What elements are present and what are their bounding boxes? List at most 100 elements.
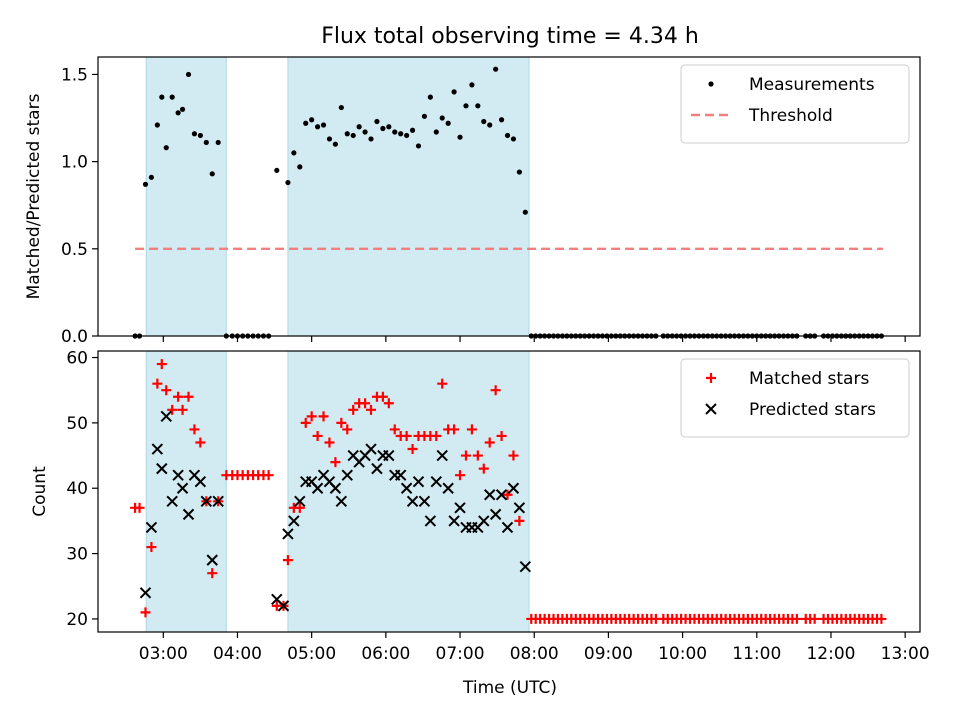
data-point (514, 515, 525, 526)
data-point (176, 482, 189, 494)
data-point (348, 404, 359, 415)
data-point (522, 209, 528, 215)
x-tick-label: 05:00 (287, 644, 336, 664)
y-tick-label: 30 (66, 545, 88, 565)
observing-window-2 (287, 56, 530, 337)
data-point (282, 555, 293, 566)
data-point (365, 443, 377, 455)
data-point (383, 449, 395, 462)
data-point (167, 404, 178, 415)
legend-swatch (706, 373, 716, 383)
legend: Matched stars Predicted stars (680, 358, 910, 438)
data-point (151, 443, 164, 455)
data-point (172, 469, 184, 481)
data-point (291, 150, 297, 156)
data-point (179, 106, 186, 112)
legend-label: Measurements (749, 75, 875, 95)
data-point (309, 117, 315, 123)
data-point (508, 450, 519, 461)
data-point (442, 482, 454, 494)
observing-window-1 (145, 56, 227, 337)
data-point (173, 391, 184, 402)
data-point (294, 502, 305, 513)
y-tick-label: 1.0 (61, 153, 88, 173)
plot-frame (97, 350, 921, 633)
data-point (457, 134, 463, 140)
data-point (460, 450, 471, 461)
data-point (455, 470, 466, 481)
data-point (386, 124, 392, 130)
data-point (421, 113, 428, 119)
data-point (489, 508, 502, 521)
panel-1: 0.0 0.5 1.0 1.5 Matched/Predicted stars Measu… (24, 56, 921, 347)
data-point (504, 132, 511, 139)
legend-label: Matched stars (749, 369, 869, 389)
data-point (377, 391, 388, 402)
data-point (159, 94, 165, 100)
data-point (398, 131, 404, 137)
data-point (436, 449, 448, 462)
data-point (169, 94, 175, 100)
y-tick-label: 20 (66, 610, 88, 630)
data-point (415, 143, 422, 149)
data-point (206, 554, 218, 566)
data-point (433, 129, 439, 135)
data-point (341, 469, 353, 481)
data-point (507, 482, 520, 494)
data-point (297, 164, 303, 170)
data-point (809, 613, 820, 624)
data-point (318, 411, 329, 422)
data-point (175, 110, 181, 116)
data-point (407, 444, 418, 455)
data-point (469, 82, 475, 88)
data-point (324, 437, 335, 448)
x-tick-label: 06:00 (361, 644, 410, 664)
data-point (449, 424, 460, 435)
data-point (404, 132, 410, 139)
data-point (466, 424, 477, 435)
x-tick-label: 07:00 (436, 644, 485, 664)
data-point (406, 495, 419, 508)
data-point (146, 542, 157, 553)
x-tick-label: 11:00 (732, 644, 781, 664)
data-point (431, 430, 442, 441)
data-point (294, 495, 306, 508)
data-point (371, 462, 383, 475)
plot-frame (97, 56, 921, 337)
data-point (207, 568, 218, 579)
data-point (374, 118, 380, 125)
x-tick-label: 12:00 (806, 644, 855, 664)
data-point (300, 417, 311, 428)
legend-label: Predicted stars (749, 400, 876, 420)
data-point (366, 404, 377, 415)
data-point (484, 437, 495, 448)
data-point (134, 502, 145, 513)
x-tick-label: 10:00 (658, 644, 707, 664)
data-point (338, 104, 344, 111)
data-point (152, 378, 163, 389)
data-point (277, 600, 290, 612)
data-point (454, 502, 466, 514)
data-point (501, 521, 514, 534)
x-tick-label: 08:00 (510, 644, 559, 664)
data-point (215, 139, 221, 146)
data-point (311, 482, 324, 494)
data-point (418, 495, 431, 508)
data-point (209, 171, 215, 177)
data-point (148, 174, 155, 180)
data-point (383, 398, 394, 409)
data-point (392, 129, 398, 135)
series-matched-stars (130, 359, 887, 624)
data-point (332, 141, 339, 147)
data-point (481, 118, 487, 125)
data-point (362, 129, 368, 135)
y-tick-label: 1.5 (61, 65, 88, 85)
data-point (400, 482, 413, 494)
data-point (487, 122, 493, 128)
chart-panels: 0.0 0.5 1.0 1.5 Matched/Predicted stars Measu… (24, 56, 930, 664)
data-point (274, 167, 280, 173)
data-point (154, 122, 160, 128)
data-point (342, 424, 353, 435)
panel-2: 03:00 04:00 05:00 06:00 07:00 08:00 09:00 10:00… (30, 349, 930, 664)
